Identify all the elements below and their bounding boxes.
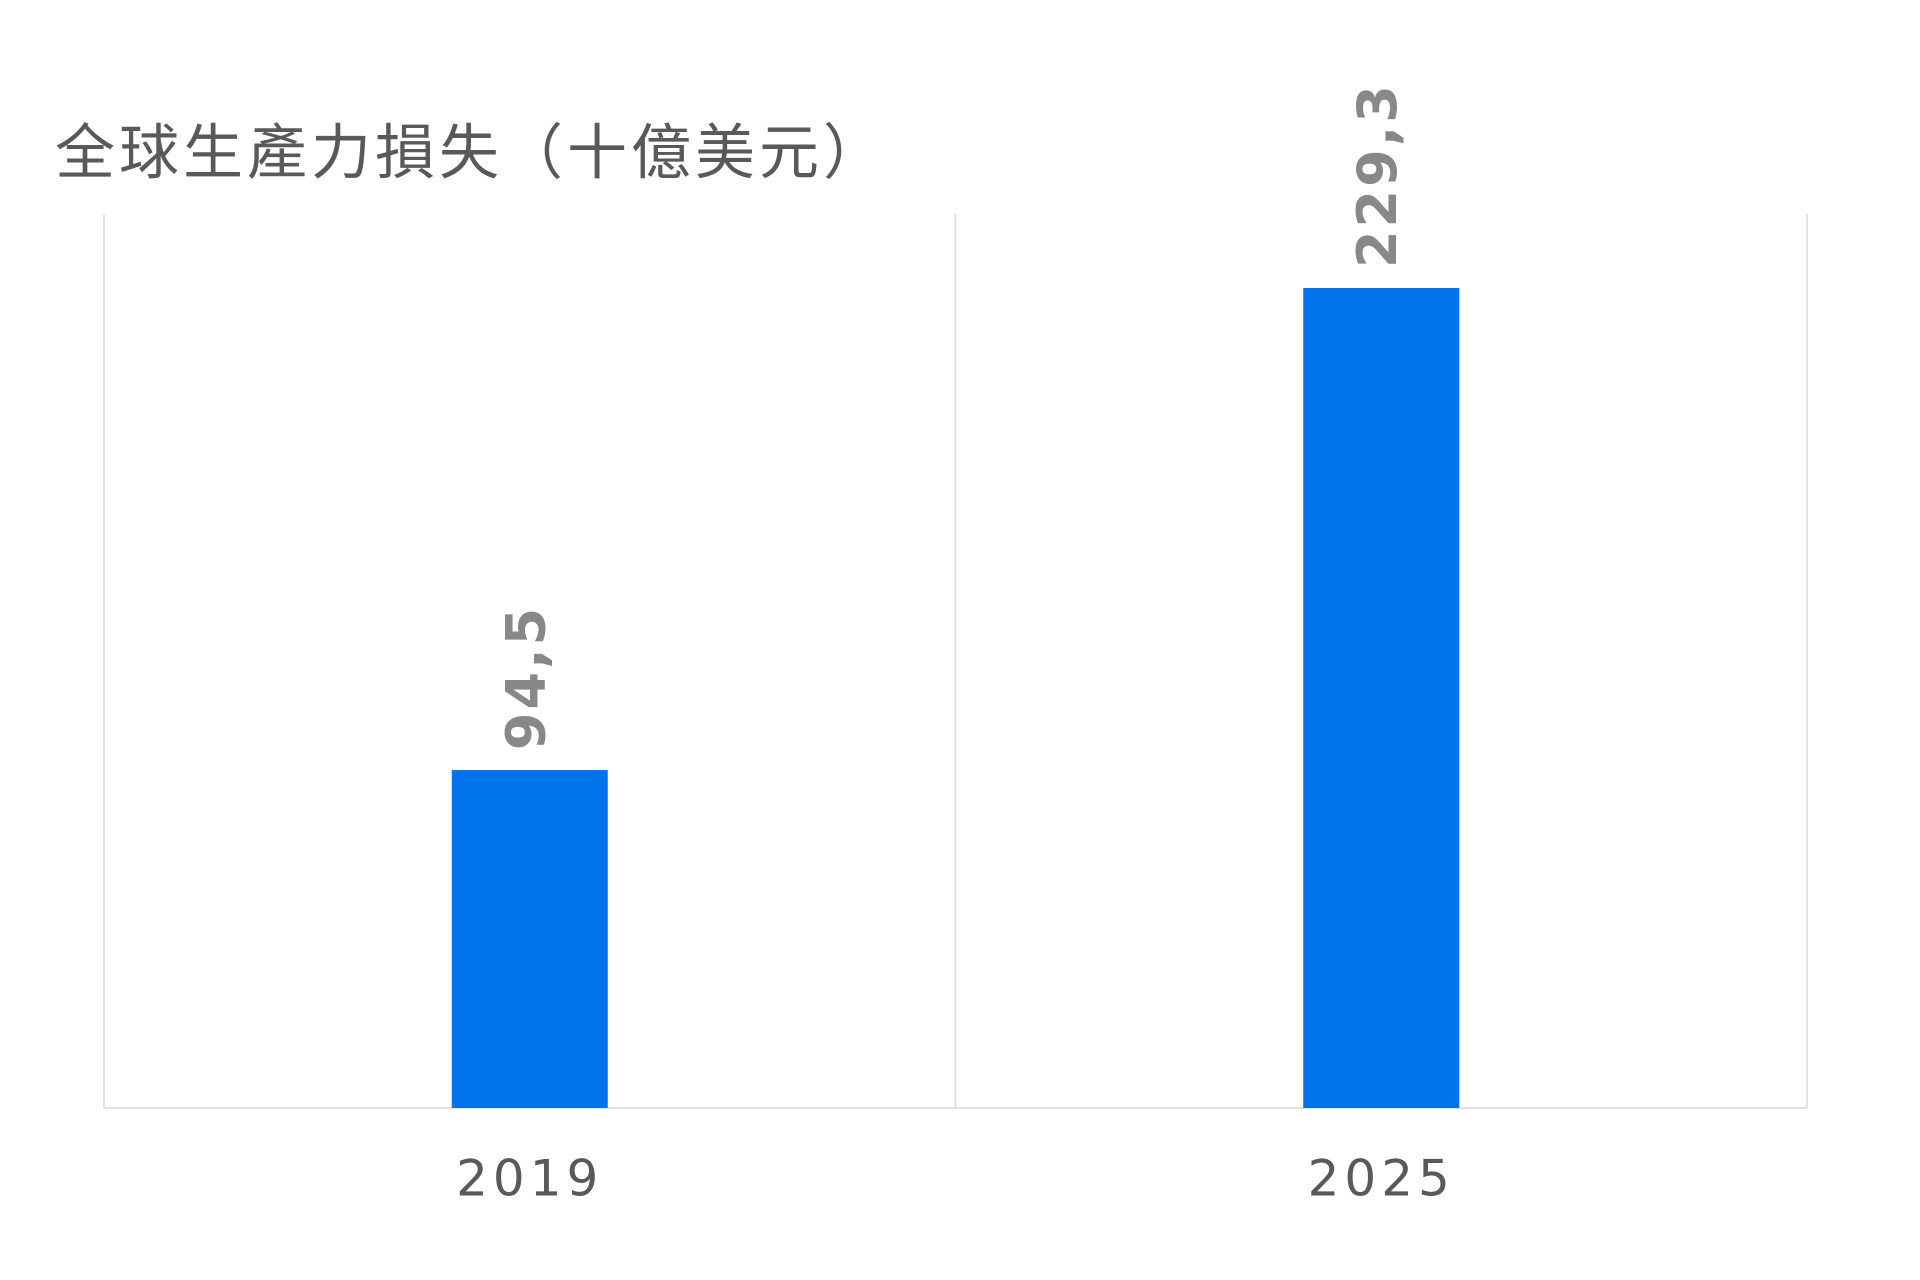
data-label: 94,5 <box>494 605 557 750</box>
x-tick-label: 2019 <box>456 1150 603 1208</box>
bar <box>1303 288 1460 1108</box>
data-label: 229,3 <box>1346 82 1409 268</box>
x-tick-label: 2025 <box>1308 1150 1455 1208</box>
bar <box>451 770 608 1108</box>
chart-title: 全球生產力損失（十億美元） <box>55 119 887 189</box>
